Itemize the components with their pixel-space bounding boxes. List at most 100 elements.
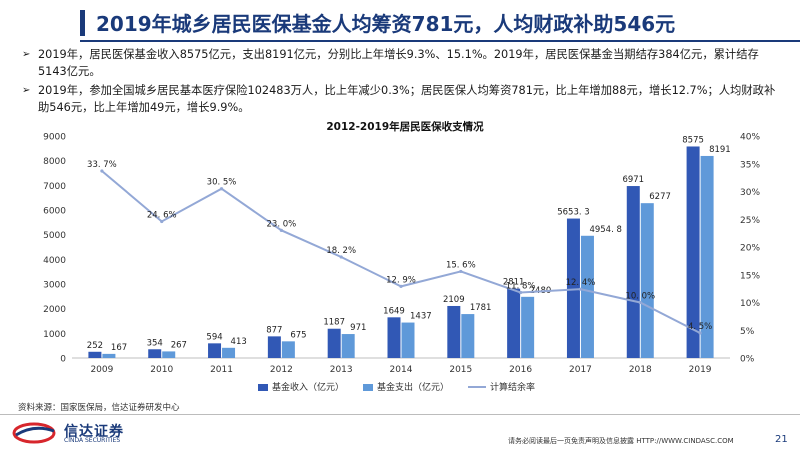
x-tick-label: 2016 xyxy=(509,365,532,375)
income-bar xyxy=(686,146,700,358)
surplus-rate-label: 23. 0% xyxy=(267,219,297,229)
expense-data-label: 267 xyxy=(171,340,187,350)
income-data-label: 877 xyxy=(266,325,282,335)
expense-bar xyxy=(700,155,714,358)
legend-income-swatch xyxy=(258,384,268,391)
bullet-text: 2019年，居民医保基金收入8575亿元，支出8191亿元，分别比上年增长9.3… xyxy=(38,48,759,78)
y-left-tick-label: 6000 xyxy=(43,207,66,217)
y-left-tick-label: 5000 xyxy=(43,231,66,241)
expense-data-label: 8191 xyxy=(709,145,731,155)
y-left-tick-label: 1000 xyxy=(43,330,66,340)
surplus-rate-label: 12. 9% xyxy=(386,275,416,285)
legend-expense-label: 基金支出（亿元） xyxy=(377,381,449,393)
income-bar xyxy=(327,328,341,358)
surplus-rate-point xyxy=(519,290,523,295)
y-left-tick-label: 8000 xyxy=(43,157,66,167)
surplus-rate-label: 24. 6% xyxy=(147,210,177,220)
income-bar xyxy=(626,186,640,358)
arrow-bullet-icon: ➢ xyxy=(22,49,31,60)
expense-bar xyxy=(102,353,116,358)
y-left-tick-label: 0 xyxy=(60,355,66,365)
x-tick-label: 2019 xyxy=(689,365,712,375)
surplus-rate-label: 10. 0% xyxy=(625,292,655,302)
x-tick-label: 2014 xyxy=(390,365,413,375)
chart-container: 2012-2019年居民医保收支情况 0 1000 2000 3000 4000 5000 6… xyxy=(30,118,780,408)
income-bar xyxy=(267,336,281,358)
arrow-bullet-icon: ➢ xyxy=(22,85,31,96)
expense-data-label: 971 xyxy=(350,323,366,333)
surplus-rate-label: 18. 2% xyxy=(326,246,356,256)
income-data-label: 2109 xyxy=(443,295,465,305)
bullet-item: ➢ 2019年，居民医保基金收入8575亿元，支出8191亿元，分别比上年增长9… xyxy=(20,46,785,80)
y-right-tick-label: 0% xyxy=(740,355,755,365)
y-left-tick-label: 4000 xyxy=(43,256,66,266)
bullet-item: ➢ 2019年，参加全国城乡居民基本医疗保险102483万人，比上年减少0.3%… xyxy=(20,82,785,116)
y-right-tick-label: 20% xyxy=(740,244,760,254)
expense-data-label: 413 xyxy=(231,337,247,347)
x-tick-label: 2013 xyxy=(330,365,353,375)
income-bar xyxy=(208,343,222,358)
surplus-rate-label: 30. 5% xyxy=(207,178,237,188)
bullet-list: ➢ 2019年，居民医保基金收入8575亿元，支出8191亿元，分别比上年增长9… xyxy=(20,46,785,118)
x-tick-label: 2009 xyxy=(90,365,113,375)
logo-text-cn: 信达证券 xyxy=(64,424,124,440)
expense-data-label: 1437 xyxy=(410,312,432,322)
surplus-rate-label: 4. 5% xyxy=(688,322,712,332)
disclaimer-text: 请务必阅读最后一页免责声明及信息披露 HTTP://WWW.CINDASC.CO… xyxy=(508,437,734,445)
expense-data-label: 1781 xyxy=(470,303,492,313)
y-right-tick-label: 15% xyxy=(740,271,760,281)
expense-bar xyxy=(580,235,594,358)
x-tick-label: 2010 xyxy=(150,365,173,375)
income-bar xyxy=(88,351,102,358)
expense-bar xyxy=(281,341,295,358)
expense-data-label: 675 xyxy=(290,330,306,340)
income-expense-chart: 2012-2019年居民医保收支情况 0 1000 2000 3000 4000 5000 6… xyxy=(43,120,760,393)
expense-bar xyxy=(401,322,415,358)
y-right-tick-label: 25% xyxy=(740,216,760,226)
income-bar xyxy=(148,349,162,358)
income-bar xyxy=(387,317,401,358)
y-left-tick-label: 3000 xyxy=(43,281,66,291)
income-bar xyxy=(507,288,521,358)
surplus-rate-point xyxy=(100,169,104,173)
source-note: 资料来源：国家医保局，信达证券研发中心 xyxy=(18,403,180,413)
logo-swoosh-icon xyxy=(12,422,56,444)
surplus-rate-point xyxy=(638,300,642,305)
expense-bar xyxy=(222,347,236,358)
page-number: 21 xyxy=(775,434,788,445)
income-data-label: 354 xyxy=(147,338,163,348)
x-tick-label: 2011 xyxy=(210,365,233,375)
income-data-label: 6971 xyxy=(622,175,644,185)
x-tick-label: 2017 xyxy=(569,365,592,375)
logo-text-en: CINDA SECURITIES xyxy=(64,437,121,444)
expense-data-label: 167 xyxy=(111,343,127,353)
surplus-rate-label: 33. 7% xyxy=(87,160,117,170)
x-tick-label: 2018 xyxy=(629,365,652,375)
title-accent-bar xyxy=(80,10,85,36)
surplus-rate-point xyxy=(279,228,283,232)
y-right-tick-label: 30% xyxy=(740,188,760,198)
surplus-rate-point xyxy=(219,187,224,191)
expense-bar xyxy=(461,314,475,358)
income-data-label: 2811 xyxy=(503,278,525,288)
surplus-rate-point xyxy=(339,255,343,259)
y-left-tick-label: 7000 xyxy=(43,182,66,192)
income-bar xyxy=(447,305,461,358)
income-data-label: 594 xyxy=(206,332,222,342)
header: 2019年城乡居民医保基金人均筹资781元，人均财政补助546元 xyxy=(0,0,800,44)
surplus-rate-point xyxy=(578,287,583,291)
y-left-tick-label: 9000 xyxy=(43,133,66,143)
surplus-rate-point xyxy=(459,269,463,274)
page-title: 2019年城乡居民医保基金人均筹资781元，人均财政补助546元 xyxy=(96,12,676,36)
title-underline xyxy=(80,40,800,42)
surplus-rate-point xyxy=(160,219,164,224)
expense-bar xyxy=(521,296,535,358)
legend-rate-label: 计算结余率 xyxy=(490,381,535,393)
income-data-label: 8575 xyxy=(682,135,704,145)
chart-title: 2012-2019年居民医保收支情况 xyxy=(326,120,484,133)
x-tick-label: 2012 xyxy=(270,365,293,375)
bullet-text: 2019年，参加全国城乡居民基本医疗保险102483万人，比上年减少0.3%；居… xyxy=(38,84,776,114)
legend-expense-swatch xyxy=(363,384,373,391)
surplus-rate-label: 12. 4% xyxy=(566,278,596,288)
income-data-label: 5653. 3 xyxy=(557,208,589,218)
